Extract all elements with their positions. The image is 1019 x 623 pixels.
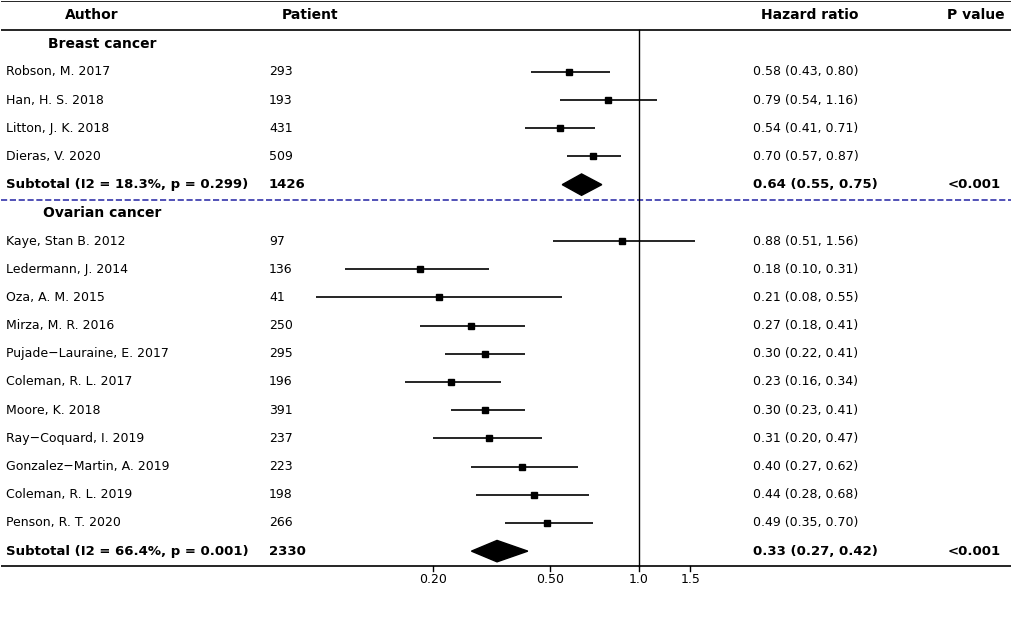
Text: 391: 391 — [269, 404, 292, 417]
Text: Patient: Patient — [281, 9, 338, 22]
Text: 431: 431 — [269, 121, 292, 135]
Text: 0.49 (0.35, 0.70): 0.49 (0.35, 0.70) — [753, 516, 858, 530]
Text: 1.0: 1.0 — [628, 573, 648, 586]
Text: 0.23 (0.16, 0.34): 0.23 (0.16, 0.34) — [753, 376, 858, 389]
Text: 2330: 2330 — [269, 545, 306, 558]
Text: 193: 193 — [269, 93, 292, 107]
Text: Moore, K. 2018: Moore, K. 2018 — [6, 404, 101, 417]
Text: Litton, J. K. 2018: Litton, J. K. 2018 — [6, 121, 110, 135]
Text: Coleman, R. L. 2017: Coleman, R. L. 2017 — [6, 376, 132, 389]
Text: 0.70 (0.57, 0.87): 0.70 (0.57, 0.87) — [753, 150, 858, 163]
Text: Gonzalez−Martin, A. 2019: Gonzalez−Martin, A. 2019 — [6, 460, 170, 473]
Text: P value: P value — [947, 9, 1004, 22]
Text: 97: 97 — [269, 234, 284, 247]
Text: 0.31 (0.20, 0.47): 0.31 (0.20, 0.47) — [753, 432, 858, 445]
Text: 0.88 (0.51, 1.56): 0.88 (0.51, 1.56) — [753, 234, 858, 247]
Text: 0.30 (0.22, 0.41): 0.30 (0.22, 0.41) — [753, 347, 858, 360]
Text: 1426: 1426 — [269, 178, 306, 191]
Text: 0.33 (0.27, 0.42): 0.33 (0.27, 0.42) — [753, 545, 877, 558]
Text: Subtotal (I2 = 18.3%, p = 0.299): Subtotal (I2 = 18.3%, p = 0.299) — [6, 178, 249, 191]
Text: 41: 41 — [269, 291, 284, 304]
Text: Mirza, M. R. 2016: Mirza, M. R. 2016 — [6, 319, 114, 332]
Text: Robson, M. 2017: Robson, M. 2017 — [6, 65, 111, 78]
Text: 0.21 (0.08, 0.55): 0.21 (0.08, 0.55) — [753, 291, 858, 304]
Text: 0.54 (0.41, 0.71): 0.54 (0.41, 0.71) — [753, 121, 858, 135]
Text: <0.001: <0.001 — [947, 178, 1000, 191]
Text: Penson, R. T. 2020: Penson, R. T. 2020 — [6, 516, 121, 530]
Text: 0.18 (0.10, 0.31): 0.18 (0.10, 0.31) — [753, 263, 858, 276]
Text: 0.20: 0.20 — [419, 573, 446, 586]
Text: 0.79 (0.54, 1.16): 0.79 (0.54, 1.16) — [753, 93, 858, 107]
Text: 196: 196 — [269, 376, 292, 389]
Text: Ovarian cancer: Ovarian cancer — [43, 206, 161, 220]
Text: Kaye, Stan B. 2012: Kaye, Stan B. 2012 — [6, 234, 125, 247]
Text: 223: 223 — [269, 460, 292, 473]
Text: 509: 509 — [269, 150, 292, 163]
Text: 0.64 (0.55, 0.75): 0.64 (0.55, 0.75) — [753, 178, 877, 191]
Text: 250: 250 — [269, 319, 292, 332]
Text: <0.001: <0.001 — [947, 545, 1000, 558]
Text: Author: Author — [65, 9, 119, 22]
Text: 266: 266 — [269, 516, 292, 530]
Text: 0.40 (0.27, 0.62): 0.40 (0.27, 0.62) — [753, 460, 858, 473]
Text: Dieras, V. 2020: Dieras, V. 2020 — [6, 150, 101, 163]
Text: 0.58 (0.43, 0.80): 0.58 (0.43, 0.80) — [753, 65, 858, 78]
Polygon shape — [471, 540, 527, 562]
Text: Subtotal (I2 = 66.4%, p = 0.001): Subtotal (I2 = 66.4%, p = 0.001) — [6, 545, 249, 558]
Text: 0.44 (0.28, 0.68): 0.44 (0.28, 0.68) — [753, 488, 858, 502]
Text: 237: 237 — [269, 432, 292, 445]
Text: 0.50: 0.50 — [536, 573, 564, 586]
Text: Breast cancer: Breast cancer — [48, 37, 157, 50]
Text: Oza, A. M. 2015: Oza, A. M. 2015 — [6, 291, 105, 304]
Text: Coleman, R. L. 2019: Coleman, R. L. 2019 — [6, 488, 132, 502]
Text: Hazard ratio: Hazard ratio — [761, 9, 858, 22]
Text: 136: 136 — [269, 263, 292, 276]
Text: 295: 295 — [269, 347, 292, 360]
Text: 1.5: 1.5 — [680, 573, 699, 586]
Text: Ledermann, J. 2014: Ledermann, J. 2014 — [6, 263, 128, 276]
Text: Han, H. S. 2018: Han, H. S. 2018 — [6, 93, 104, 107]
Text: Pujade−Lauraine, E. 2017: Pujade−Lauraine, E. 2017 — [6, 347, 169, 360]
Text: 0.30 (0.23, 0.41): 0.30 (0.23, 0.41) — [753, 404, 858, 417]
Text: 0.27 (0.18, 0.41): 0.27 (0.18, 0.41) — [753, 319, 858, 332]
Text: 198: 198 — [269, 488, 292, 502]
Polygon shape — [561, 174, 601, 196]
Text: Ray−Coquard, I. 2019: Ray−Coquard, I. 2019 — [6, 432, 145, 445]
Text: 293: 293 — [269, 65, 292, 78]
